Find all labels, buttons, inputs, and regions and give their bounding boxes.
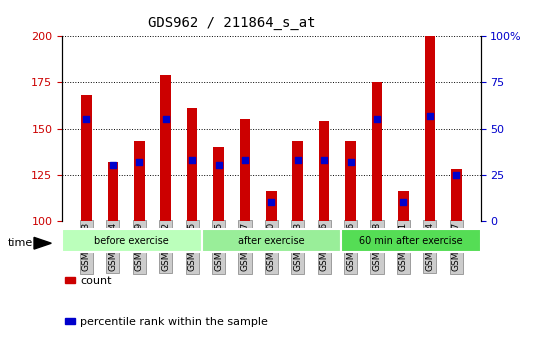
Text: before exercise: before exercise xyxy=(94,236,169,246)
Point xyxy=(161,117,170,122)
Polygon shape xyxy=(34,237,51,249)
Bar xyxy=(107,162,118,221)
Bar xyxy=(213,147,224,221)
Text: 60 min after exercise: 60 min after exercise xyxy=(359,236,463,246)
Point xyxy=(109,163,117,168)
FancyBboxPatch shape xyxy=(201,229,341,252)
Bar xyxy=(293,141,303,221)
Point xyxy=(399,199,408,205)
Bar xyxy=(134,141,145,221)
Point xyxy=(241,157,249,162)
Point xyxy=(214,163,223,168)
Bar xyxy=(160,75,171,221)
Text: time: time xyxy=(8,238,33,248)
Bar xyxy=(81,95,92,221)
Point xyxy=(426,113,434,118)
Text: after exercise: after exercise xyxy=(238,236,305,246)
Bar xyxy=(424,36,435,221)
Bar xyxy=(240,119,250,221)
Point xyxy=(373,117,381,122)
Bar xyxy=(451,169,462,221)
Bar xyxy=(266,191,276,221)
FancyBboxPatch shape xyxy=(62,229,201,252)
Point xyxy=(267,199,275,205)
Point xyxy=(82,117,91,122)
Bar xyxy=(319,121,329,221)
Bar xyxy=(372,82,382,221)
Bar xyxy=(345,141,356,221)
Point xyxy=(452,172,461,177)
Bar xyxy=(187,108,198,221)
Point xyxy=(346,159,355,165)
Point xyxy=(188,157,197,162)
FancyBboxPatch shape xyxy=(341,229,481,252)
Bar xyxy=(398,191,409,221)
Point xyxy=(293,157,302,162)
Point xyxy=(135,159,144,165)
Text: GDS962 / 211864_s_at: GDS962 / 211864_s_at xyxy=(148,16,316,30)
Point xyxy=(320,157,328,162)
Text: count: count xyxy=(80,276,111,286)
Text: percentile rank within the sample: percentile rank within the sample xyxy=(80,317,268,327)
